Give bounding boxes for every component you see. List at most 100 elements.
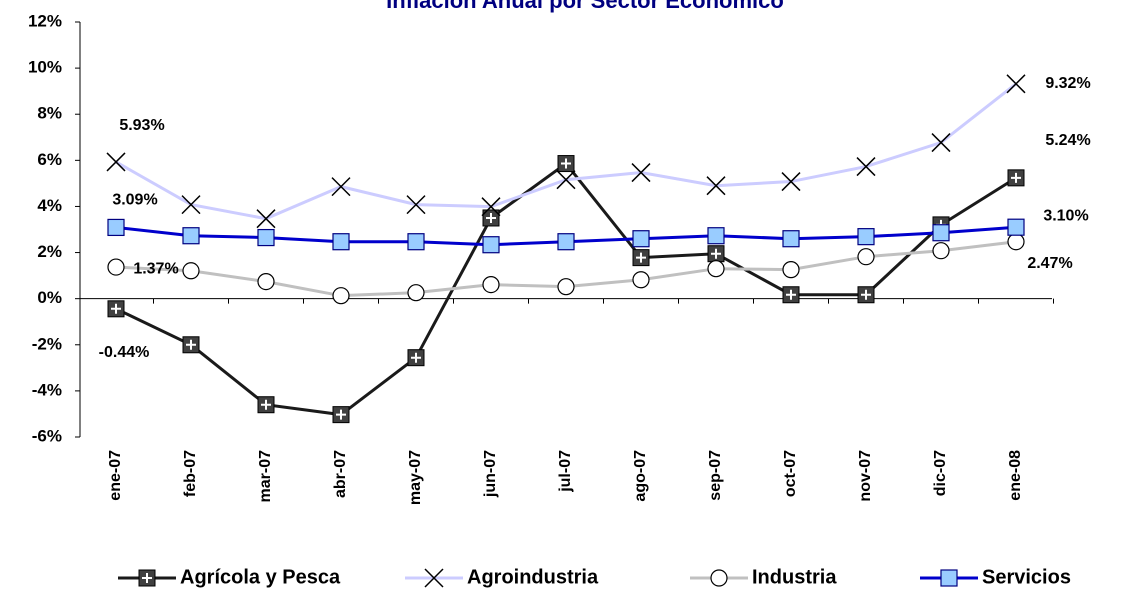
marker-square [1007,218,1025,236]
x-tick-label: ago-07 [632,450,649,502]
marker-circle [407,284,425,302]
marker-plus [711,248,721,259]
marker-square [332,233,350,251]
data-label: 1.37% [133,260,178,277]
marker-circle [482,276,500,294]
marker-x [856,157,876,177]
marker [856,157,876,177]
legend-label: Agrícola y Pesca [180,566,341,588]
marker-x [256,209,276,229]
x-tick-label: may-07 [407,450,424,505]
marker-plus [786,289,796,300]
marker [940,569,958,587]
marker-square [482,236,500,254]
marker [332,233,350,251]
x-tick-label: jul-07 [557,450,574,493]
marker [557,233,575,251]
marker-plus [111,303,121,314]
y-tick-label: -4% [32,380,62,399]
marker-plus [336,409,346,420]
x-tick-label: ene-07 [107,450,124,501]
y-tick-label: 6% [37,150,62,169]
marker [332,287,350,305]
marker [407,349,425,367]
marker-x [106,152,126,172]
data-label: 3.09% [112,192,157,209]
marker-circle [710,569,728,587]
marker-plus [1011,172,1021,183]
marker [406,195,426,215]
marker [331,177,351,197]
marker [931,133,951,153]
marker-square [857,228,875,246]
marker [182,262,200,280]
marker-square [782,230,800,248]
marker-x [781,172,801,192]
marker-plus [636,252,646,263]
x-tick-label: jun-07 [482,450,499,498]
data-label: 5.24% [1045,132,1090,149]
marker-circle [707,260,725,278]
marker-circle [1007,233,1025,251]
marker [706,176,726,196]
marker [857,248,875,266]
marker-x [181,195,201,215]
marker [707,227,725,245]
marker-x [706,176,726,196]
series-line [115,82,1017,221]
marker-square [182,227,200,245]
x-tick-label: feb-07 [182,450,199,497]
x-tick-label: sep-07 [707,450,724,501]
marker [106,152,126,172]
marker-square [932,224,950,242]
marker-x [931,133,951,153]
marker-circle [557,278,575,296]
marker-x [1006,74,1026,94]
marker-square [632,230,650,248]
marker [407,233,425,251]
marker [1007,169,1025,187]
marker-square [557,233,575,251]
marker-x [406,195,426,215]
marker [782,261,800,279]
x-tick-label: ene-08 [1007,450,1024,501]
data-label: 9.32% [1045,75,1090,92]
marker-circle [632,271,650,289]
marker [707,245,725,263]
data-label: 5.93% [119,117,164,134]
marker [707,260,725,278]
legend-label: Agroindustria [467,566,599,588]
marker-x [331,177,351,197]
y-tick-label: -6% [32,426,62,445]
x-tick-label: dic-07 [932,450,949,496]
marker [632,271,650,289]
marker-x [481,197,501,217]
x-tick-label: mar-07 [257,450,274,503]
marker [256,209,276,229]
marker [1007,218,1025,236]
marker-x [556,170,576,190]
marker [138,569,156,587]
legend-label: Industria [752,566,837,588]
y-tick-label: 0% [37,288,62,307]
marker-x [424,568,444,588]
marker [407,284,425,302]
marker [632,230,650,248]
y-tick-label: 2% [37,242,62,261]
marker [107,300,125,318]
marker-circle [182,262,200,280]
x-tick-label: abr-07 [332,450,349,498]
x-tick-label: nov-07 [857,450,874,502]
marker [1006,74,1026,94]
marker [710,569,728,587]
y-tick-label: 4% [37,196,62,215]
marker [631,163,651,183]
marker [932,242,950,260]
marker [932,224,950,242]
y-tick-label: -2% [32,334,62,353]
marker-circle [257,273,275,291]
data-label: -0.44% [99,344,150,361]
marker-square [107,218,125,237]
marker [332,406,350,424]
